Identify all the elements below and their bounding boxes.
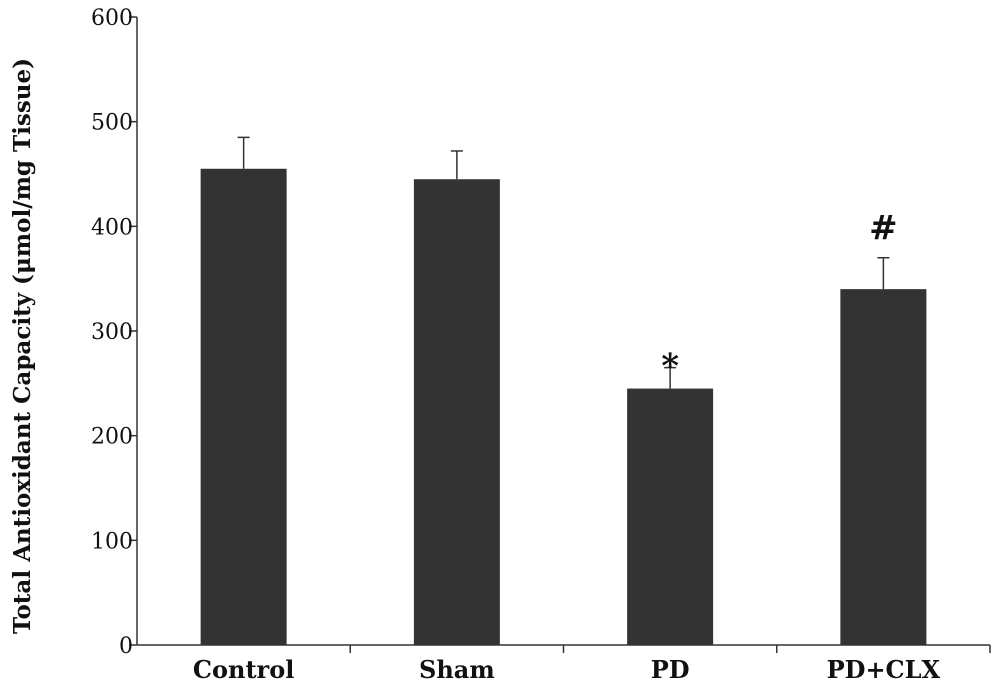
x-tick-label: PD: [651, 655, 690, 684]
significance-marker: *: [661, 347, 679, 387]
y-tick-label: 300: [91, 320, 133, 345]
y-tick-label: 200: [91, 425, 133, 450]
plot-area: 0 100 200 300 400 500 600 Control Sham * PD # PD+CLX: [91, 6, 991, 684]
y-tick-label: 500: [91, 111, 133, 136]
bar: [627, 388, 714, 645]
y-axis-label: Total Antioxidant Capacity (μmol/mg Tiss…: [9, 58, 36, 634]
y-tick-label: 0: [119, 634, 133, 659]
x-tick-label: Control: [193, 655, 294, 684]
bar: [200, 168, 287, 645]
bar: [840, 289, 927, 645]
significance-marker: #: [869, 209, 898, 249]
y-tick-label: 600: [91, 6, 133, 31]
bar: [413, 179, 500, 645]
y-tick-label: 400: [91, 215, 133, 240]
y-tick-label: 100: [91, 529, 133, 554]
x-tick-label: Sham: [419, 655, 495, 684]
x-tick-label: PD+CLX: [827, 655, 941, 684]
